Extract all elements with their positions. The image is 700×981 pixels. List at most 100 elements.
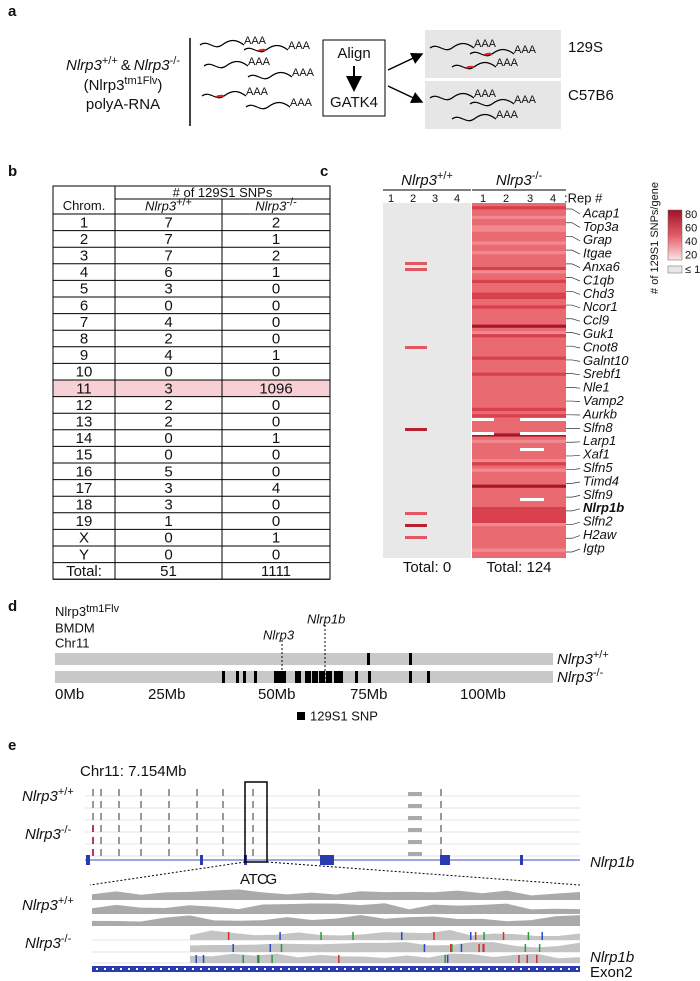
peak — [252, 825, 254, 832]
peak — [408, 840, 422, 844]
zoom — [266, 861, 581, 886]
genotype-label: Nlrp3-/- — [255, 196, 297, 214]
marker: Nlrp3 — [263, 627, 295, 642]
table-cell: 0 — [272, 297, 280, 314]
strand — [360, 968, 362, 970]
mismatch — [536, 955, 538, 963]
read — [429, 42, 475, 51]
base: A — [240, 871, 250, 888]
snp-mark — [409, 671, 412, 683]
table-cell: 8 — [80, 330, 88, 347]
genotype-label: Nlrp3+/+ — [22, 895, 74, 914]
strand — [416, 968, 418, 970]
coverage — [92, 903, 580, 914]
axis-label: 0Mb — [55, 686, 84, 703]
strand — [208, 968, 210, 970]
table-cell: 2 — [164, 330, 172, 347]
peak — [196, 837, 198, 844]
table-cell: 6 — [80, 297, 88, 314]
read-group — [425, 81, 561, 129]
peak — [196, 825, 198, 832]
peak — [140, 849, 142, 856]
allele: (Nlrp3 — [84, 77, 125, 94]
leader — [566, 222, 581, 228]
genotype-label: Nlrp3+/+ — [22, 786, 74, 805]
table-cell: 4 — [164, 347, 172, 364]
peak — [408, 804, 422, 808]
gene-label: Slfn5 — [583, 460, 613, 475]
leader — [566, 345, 581, 349]
heatmap-row — [472, 324, 566, 328]
mismatch — [446, 955, 449, 963]
coverage — [92, 889, 580, 900]
colorbar-low-label: ≤ 1 — [685, 264, 700, 276]
exon — [86, 855, 90, 865]
heatmap-gap — [520, 432, 566, 435]
gene-label: Galnt10 — [583, 353, 629, 368]
table-cell: 7 — [80, 314, 88, 331]
strand — [272, 968, 274, 970]
peak — [408, 852, 422, 856]
mismatch — [518, 955, 520, 963]
strain: 129S — [568, 39, 603, 56]
mismatch — [320, 932, 322, 940]
strand — [448, 968, 450, 970]
table-header: Chrom. — [63, 198, 106, 213]
table-cell: 1 — [80, 214, 88, 231]
strand — [480, 968, 482, 970]
heatmap-row — [405, 536, 427, 539]
leader — [566, 481, 581, 484]
gene-label: Igtp — [583, 540, 605, 555]
strand — [104, 968, 106, 970]
table-cell: 1 — [272, 264, 280, 281]
table-cell: 1 — [272, 347, 280, 364]
strand — [512, 968, 514, 970]
gene: Nlrp3 — [66, 57, 103, 74]
strand — [328, 968, 330, 970]
peak — [440, 837, 442, 844]
heatmap-row — [472, 507, 566, 511]
peak — [92, 813, 94, 820]
heatmap-row — [405, 428, 427, 431]
strand — [376, 968, 378, 970]
peak — [440, 813, 442, 820]
table-cell: 10 — [76, 364, 93, 381]
table-cell: Total: — [66, 563, 102, 580]
heatmap-row — [472, 414, 566, 418]
strand — [400, 968, 402, 970]
peak — [100, 837, 102, 844]
leader — [566, 373, 581, 376]
strand — [264, 968, 266, 970]
heatmap-row — [405, 524, 427, 527]
step: Align — [337, 45, 370, 62]
coverage — [190, 942, 580, 952]
snp-mark — [334, 671, 340, 683]
polya: AAA — [496, 57, 519, 69]
gene-label: H2aw — [583, 527, 618, 542]
table-cell: 11 — [76, 380, 92, 397]
mismatch — [352, 932, 354, 940]
strand — [160, 968, 162, 970]
strand — [120, 968, 122, 970]
heatmap-row — [472, 519, 566, 523]
table-cell: 0 — [164, 546, 172, 563]
table-cell: 0 — [164, 430, 172, 447]
rep: 3 — [432, 193, 438, 205]
table-cell: 0 — [164, 530, 172, 547]
gene-label: Vamp2 — [583, 393, 624, 408]
colorbar — [667, 209, 683, 261]
table-cell: 9 — [80, 347, 88, 364]
heatmap-row — [472, 372, 566, 376]
locus: Chr11: 7.154Mb — [80, 763, 186, 780]
peak — [318, 837, 320, 844]
track — [55, 671, 553, 683]
polya: AAA — [290, 97, 313, 109]
allele-sup: tm1Flv — [86, 603, 120, 615]
gene-label: Itgae — [583, 246, 612, 261]
mismatch — [242, 955, 244, 963]
table-cell: 7 — [164, 231, 172, 248]
snp — [483, 52, 493, 56]
table-cell: 4 — [164, 314, 172, 331]
mismatch — [483, 944, 485, 952]
peak — [222, 837, 224, 844]
